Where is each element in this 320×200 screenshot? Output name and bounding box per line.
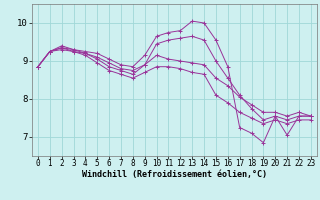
- X-axis label: Windchill (Refroidissement éolien,°C): Windchill (Refroidissement éolien,°C): [82, 170, 267, 179]
